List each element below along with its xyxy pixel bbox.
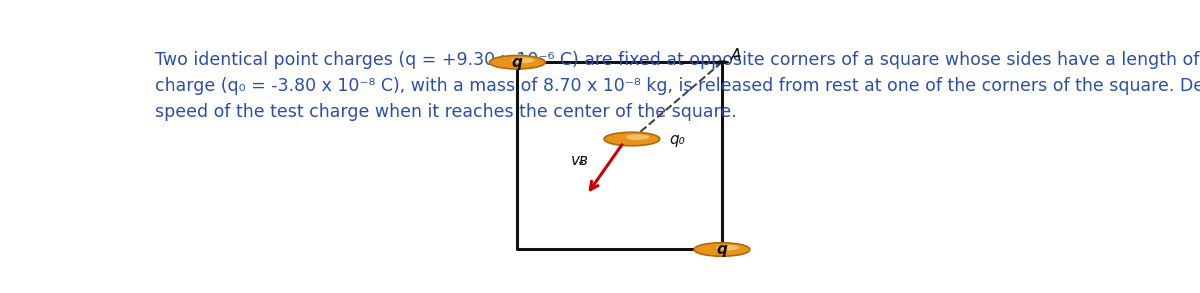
Circle shape: [625, 134, 649, 140]
Text: charge (q₀ = -3.80 x 10⁻⁸ C), with a mass of 8.70 x 10⁻⁸ kg, is released from re: charge (q₀ = -3.80 x 10⁻⁸ C), with a mas…: [155, 77, 1200, 95]
Circle shape: [511, 57, 535, 63]
Circle shape: [490, 55, 545, 69]
Circle shape: [694, 243, 750, 256]
Circle shape: [714, 60, 730, 64]
Circle shape: [716, 245, 739, 251]
Text: q₀: q₀: [670, 132, 685, 147]
Text: A: A: [731, 48, 742, 63]
Text: q: q: [512, 55, 523, 70]
Text: q: q: [716, 242, 727, 257]
Text: vᴃ: vᴃ: [570, 153, 588, 168]
Circle shape: [604, 132, 660, 146]
Text: speed of the test charge when it reaches the center of the square.: speed of the test charge when it reaches…: [155, 103, 737, 121]
Text: Two identical point charges (q = +9.30 x 10⁻⁶ C) are fixed at opposite corners o: Two identical point charges (q = +9.30 x…: [155, 51, 1200, 69]
